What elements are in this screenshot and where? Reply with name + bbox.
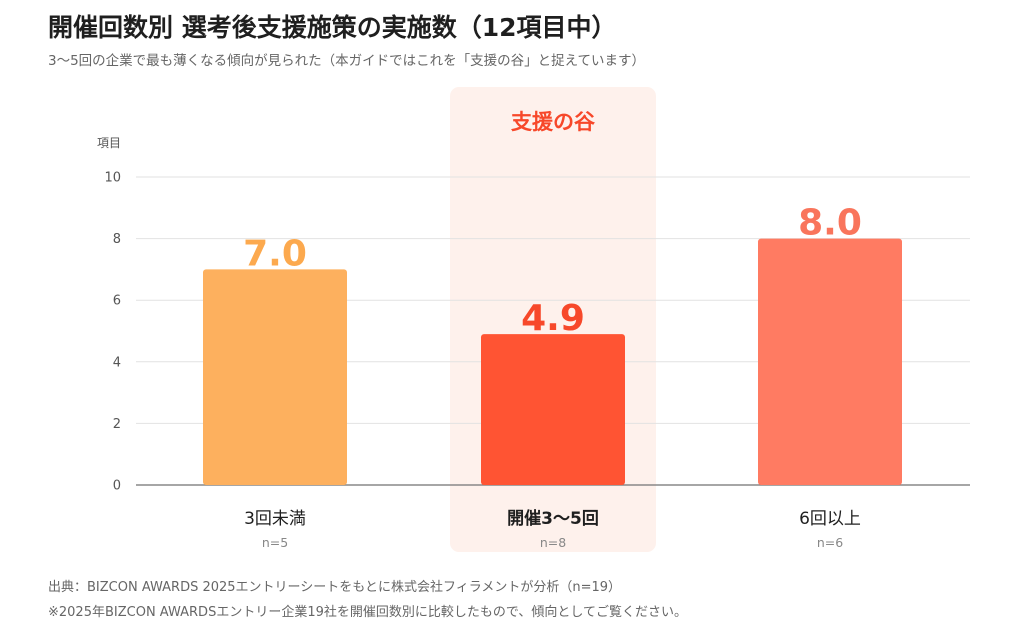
bar <box>203 269 347 485</box>
y-tick-label: 0 <box>113 479 121 494</box>
y-tick-label: 10 <box>104 171 121 186</box>
sample-size-label: n=5 <box>262 535 288 550</box>
chart-title: 開催回数別 選考後支援施策の実施数（12項目中） <box>48 13 617 42</box>
highlight-label: 支援の谷 <box>511 110 596 134</box>
x-tick-label: 開催3〜5回 <box>507 508 599 529</box>
y-axis-label: 項目 <box>97 136 121 150</box>
bar <box>758 238 902 485</box>
y-tick-label: 6 <box>113 294 121 309</box>
y-tick-label: 4 <box>113 355 121 370</box>
disclaimer-note: ※2025年BIZCON AWARDSエントリー企業19社を開催回数別に比較した… <box>48 605 687 620</box>
bar <box>481 334 625 485</box>
chart-subtitle: 3〜5回の企業で最も薄くなる傾向が見られた（本ガイドではこれを「支援の谷」と捉え… <box>48 53 646 69</box>
y-tick-label: 8 <box>113 232 121 247</box>
data-label: 4.9 <box>521 298 585 339</box>
source-note: 出典：BIZCON AWARDS 2025エントリーシートをもとに株式会社フィラ… <box>48 580 622 595</box>
x-tick-label: 6回以上 <box>799 509 861 529</box>
sample-size-label: n=8 <box>540 535 566 550</box>
x-tick-label: 3回未満 <box>244 509 306 529</box>
data-label: 8.0 <box>798 203 862 244</box>
data-label: 7.0 <box>243 233 307 274</box>
y-tick-label: 2 <box>113 417 121 432</box>
sample-size-label: n=6 <box>817 535 843 550</box>
